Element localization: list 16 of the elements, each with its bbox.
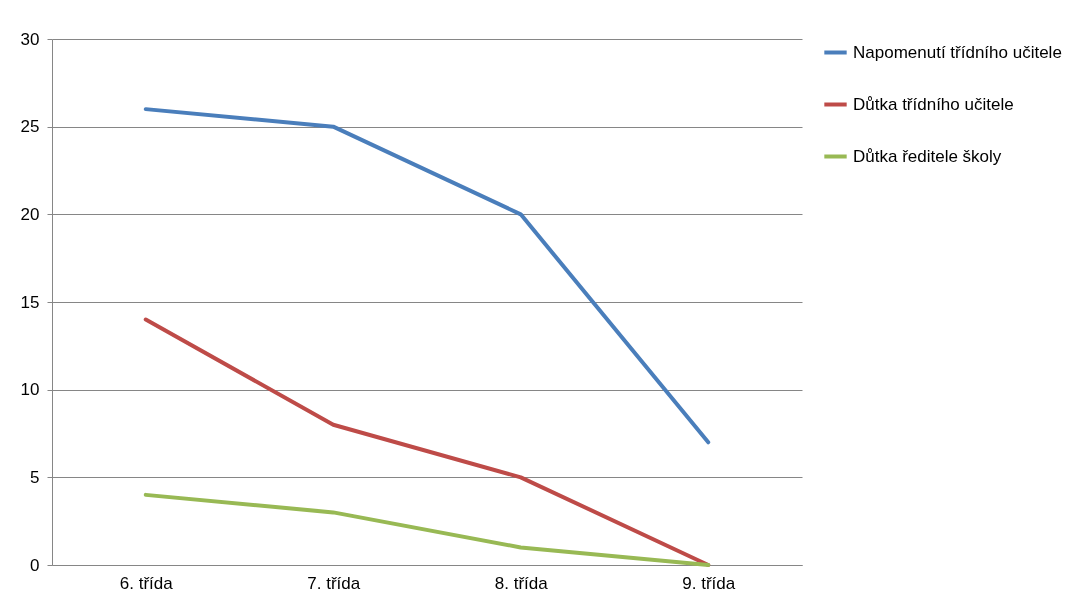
- legend-label: Napomenutí třídního učitele: [853, 42, 1062, 62]
- y-tick-label: 0: [30, 555, 40, 575]
- y-tick-label: 25: [20, 117, 40, 137]
- x-tick-label: 6. třída: [119, 573, 174, 593]
- x-tick-label: 7. třída: [307, 573, 361, 593]
- y-tick-label: 30: [20, 29, 40, 49]
- legend-label: Důtka ředitele školy: [853, 146, 1002, 166]
- x-tick-label: 8. třída: [494, 573, 549, 593]
- line-series: [143, 107, 711, 445]
- y-tick-label: 10: [20, 380, 40, 400]
- legend-label: Důtka třídního učitele: [853, 94, 1014, 114]
- line-series: [143, 492, 711, 567]
- x-tick-label: 9. třída: [682, 573, 736, 593]
- y-tick-label: 15: [20, 292, 40, 312]
- y-tick-label: 5: [30, 467, 40, 487]
- y-tick-label: 20: [20, 204, 40, 224]
